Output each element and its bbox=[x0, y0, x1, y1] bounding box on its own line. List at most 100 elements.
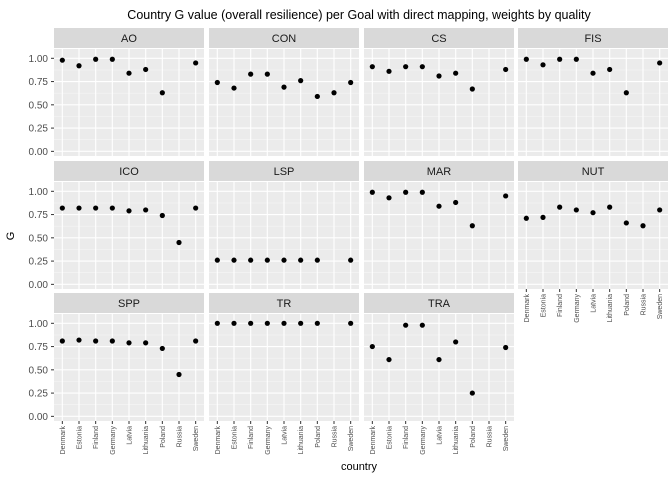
facet-strip-label: FIS bbox=[584, 33, 601, 45]
x-tick-label: Denmark bbox=[524, 294, 531, 323]
data-point bbox=[469, 223, 475, 229]
data-point bbox=[540, 62, 546, 68]
facet-panel-spp: SPP 0.00 0.25 0.50 0.75 1.00 Denmark Estonia Fin… bbox=[29, 293, 204, 455]
facet-strip-label: SPP bbox=[118, 298, 140, 310]
facet-strip bbox=[54, 28, 204, 48]
y-tick-label: 1.00 bbox=[29, 187, 49, 198]
data-point bbox=[623, 90, 629, 96]
facet-panel-lsp: LSP bbox=[209, 161, 359, 289]
facet-strip-label: TRA bbox=[428, 298, 451, 310]
y-axis-title: G bbox=[5, 232, 17, 241]
facet-strip-label: CS bbox=[431, 33, 446, 45]
x-tick-label: Estonia bbox=[541, 294, 548, 317]
data-point bbox=[369, 64, 375, 70]
data-point bbox=[573, 56, 579, 62]
data-point bbox=[419, 189, 425, 195]
data-point bbox=[369, 189, 375, 195]
facet-panels: AO 0.00 0.25 0.50 0.75 1.00 CON CS FIS ICO 0.00 0.2… bbox=[29, 28, 668, 455]
facet-strip bbox=[518, 28, 668, 48]
data-point bbox=[59, 57, 65, 63]
data-point bbox=[59, 338, 65, 344]
data-point bbox=[248, 71, 254, 77]
data-point bbox=[523, 215, 529, 221]
data-point bbox=[76, 337, 82, 343]
x-tick-label: Estonia bbox=[232, 426, 239, 449]
data-point bbox=[453, 70, 459, 76]
y-tick-label: 0.00 bbox=[29, 280, 49, 291]
data-point bbox=[331, 90, 337, 96]
data-point bbox=[436, 356, 442, 363]
y-tick-label: 0.50 bbox=[29, 233, 49, 244]
y-tick-label: 0.00 bbox=[29, 147, 49, 158]
x-tick-label: Sweden bbox=[657, 294, 664, 319]
facet-strip-label: ICO bbox=[119, 166, 139, 178]
x-tick-label: Russia bbox=[487, 426, 494, 448]
data-point bbox=[93, 338, 99, 344]
data-point bbox=[76, 205, 82, 211]
y-tick-label: 1.00 bbox=[29, 319, 49, 330]
chart-title: Country G value (overall resilience) per… bbox=[127, 8, 591, 22]
data-point bbox=[557, 56, 563, 62]
data-point bbox=[657, 207, 663, 213]
x-tick-label: Lithuania bbox=[298, 426, 305, 455]
facet-panel-ao: AO 0.00 0.25 0.50 0.75 1.00 bbox=[29, 28, 204, 158]
x-tick-label: Russia bbox=[332, 426, 339, 448]
data-point bbox=[453, 199, 459, 206]
facet-strip bbox=[209, 293, 359, 313]
facet-strip bbox=[209, 28, 359, 48]
x-tick-label: Sweden bbox=[348, 426, 355, 451]
facet-panel-mar: MAR bbox=[364, 161, 514, 289]
data-point bbox=[314, 93, 320, 100]
data-point bbox=[193, 205, 199, 211]
data-point bbox=[386, 68, 392, 74]
x-tick-label: Germany bbox=[574, 294, 581, 323]
facet-strip bbox=[364, 293, 514, 313]
y-tick-label: 0.75 bbox=[29, 77, 49, 88]
x-tick-label: Denmark bbox=[215, 426, 222, 455]
data-point bbox=[348, 79, 354, 86]
data-point bbox=[419, 64, 425, 70]
x-tick-label: Russia bbox=[641, 294, 648, 316]
facet-strip bbox=[54, 161, 204, 181]
data-point bbox=[386, 195, 392, 201]
data-point bbox=[176, 239, 182, 246]
x-tick-label: Lithuania bbox=[453, 426, 460, 455]
data-point bbox=[590, 210, 596, 216]
data-point bbox=[264, 257, 270, 263]
data-point bbox=[143, 207, 149, 213]
data-point bbox=[298, 320, 304, 326]
facet-strip-label: MAR bbox=[427, 166, 452, 178]
data-point bbox=[657, 60, 663, 66]
data-point bbox=[469, 390, 475, 396]
x-tick-label: Estonia bbox=[77, 426, 84, 449]
data-point bbox=[403, 322, 409, 328]
data-point bbox=[109, 338, 115, 344]
facet-strip-label: NUT bbox=[582, 166, 605, 178]
y-tick-label: 0.00 bbox=[29, 412, 49, 423]
y-tick-label: 0.50 bbox=[29, 365, 49, 376]
y-tick-label: 0.75 bbox=[29, 210, 49, 221]
y-tick-label: 0.25 bbox=[29, 257, 49, 268]
x-tick-label: Lithuania bbox=[143, 426, 150, 455]
data-point bbox=[109, 205, 115, 211]
x-tick-label: Finland bbox=[403, 426, 410, 449]
data-point bbox=[159, 90, 165, 96]
data-point bbox=[623, 220, 629, 226]
data-point bbox=[264, 71, 270, 77]
data-point bbox=[159, 345, 165, 352]
data-point bbox=[126, 340, 132, 346]
x-tick-label: Lithuania bbox=[607, 294, 614, 323]
x-tick-label: Finland bbox=[248, 426, 255, 449]
data-point bbox=[93, 205, 99, 211]
facet-strip-label: LSP bbox=[274, 166, 295, 178]
data-point bbox=[540, 214, 546, 220]
x-tick-label: Finland bbox=[557, 294, 564, 317]
data-point bbox=[126, 70, 132, 76]
data-point bbox=[214, 79, 220, 86]
data-point bbox=[523, 56, 529, 62]
data-point bbox=[369, 343, 375, 350]
data-point bbox=[607, 66, 613, 73]
data-point bbox=[231, 320, 237, 326]
data-point bbox=[503, 66, 509, 73]
